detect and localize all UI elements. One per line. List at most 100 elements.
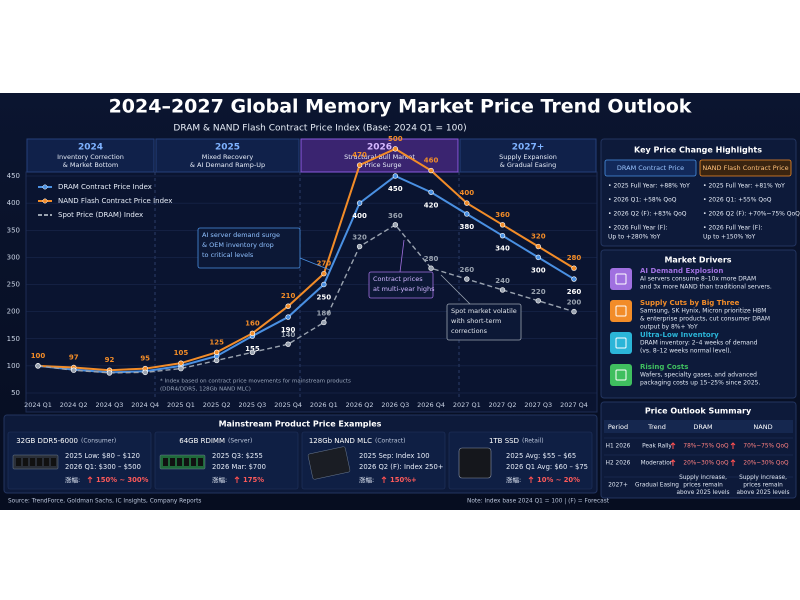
- driver-text: & enterprise products, cut consumer DRAM: [640, 316, 770, 323]
- product-price: 2026 Q1 Avg: $60 – $75: [506, 463, 588, 471]
- product-change-label: 涨幅:: [65, 475, 80, 484]
- phase-year: 2024: [78, 143, 103, 153]
- legend-label: Spot Price (DRAM) Index: [58, 211, 143, 219]
- table-cell: Moderation: [641, 461, 674, 467]
- x-tick-label: 2025 Q1: [167, 401, 195, 409]
- phase-label: Inventory Correction: [57, 153, 124, 161]
- highlight-item: • 2026 Q2 (F): +83% QoQ: [608, 211, 687, 218]
- product-tag: (Consumer): [81, 438, 116, 445]
- driver-text: and 3x more NAND than traditional server…: [640, 284, 772, 291]
- driver-icon-glyph: [615, 305, 627, 317]
- data-point: [285, 341, 291, 347]
- x-tick-label: 2027 Q1: [453, 401, 481, 409]
- data-label: 97: [69, 354, 79, 362]
- data-point: [249, 349, 256, 356]
- footnote: (DDR4/DDR5, 128Gb NAND MLC): [160, 387, 251, 393]
- table-cell: H2 2026: [606, 461, 631, 467]
- data-point: [356, 243, 363, 250]
- product-tag: (Server): [228, 438, 252, 445]
- data-point: [571, 276, 577, 282]
- driver-text: output by 8%+ YoY: [640, 324, 698, 331]
- data-point: [321, 270, 327, 277]
- data-point: [499, 287, 506, 293]
- driver-icon: [610, 332, 632, 354]
- table-cell: Peak Rally: [642, 444, 672, 450]
- data-point: [392, 146, 399, 152]
- highlight-item: • 2026 Q1: +58% QoQ: [608, 197, 677, 204]
- data-label: 400: [352, 212, 367, 220]
- table-cell: 2027+: [608, 483, 628, 489]
- product-icon-chip: [23, 458, 28, 466]
- product-icon: [307, 446, 351, 480]
- annotation-box: [446, 303, 522, 341]
- data-point: [392, 173, 399, 179]
- data-point: [142, 369, 148, 376]
- table-header: NAND: [753, 423, 772, 431]
- data-point: [464, 200, 470, 206]
- annotation-arrow: [440, 274, 471, 305]
- data-label: 500: [388, 135, 403, 143]
- title: 2024–2027 Global Memory Market Price Tre…: [109, 96, 692, 118]
- product-tag: (Retail): [522, 438, 544, 445]
- data-label: 240: [495, 277, 510, 285]
- data-point: [356, 162, 363, 168]
- data-point: [35, 363, 41, 369]
- highlight-item: • 2026 Q1: +55% QoQ: [703, 197, 772, 204]
- data-label: 360: [388, 212, 403, 220]
- x-tick-label: 2024 Q3: [96, 401, 124, 409]
- highlight-item: • 2026 Full Year (F):: [703, 225, 763, 232]
- product-icon-chip: [51, 458, 56, 466]
- table-cell: 20%~30% QoQ: [743, 461, 789, 467]
- product-card: [154, 431, 299, 490]
- driver-text: Samsung, SK Hynix, Micron prioritize HBM: [640, 308, 766, 315]
- annotation-text: Contract prices: [373, 275, 423, 283]
- phase-box: [459, 138, 597, 173]
- product-price: 2025 Sep: Index 100: [359, 452, 430, 460]
- data-label: 320: [352, 234, 367, 242]
- data-point: [178, 360, 184, 366]
- product-price: 2025 Low: $80 – $120: [65, 452, 140, 460]
- data-label: 340: [495, 245, 510, 253]
- panel-title: Mainstream Product Price Examples: [219, 420, 382, 429]
- data-label: 420: [424, 201, 439, 209]
- product-icon-chip: [30, 458, 35, 466]
- product-icon-chip: [184, 458, 189, 466]
- highlight-item: • 2025 Full Year: +88% YoY: [608, 183, 690, 190]
- product-icon-chip: [198, 458, 203, 466]
- data-point: [71, 367, 77, 373]
- footer-note: Note: Index base 2024 Q1 = 100 | (F) = F…: [467, 499, 610, 505]
- data-label: 92: [105, 356, 115, 364]
- data-point: [571, 308, 577, 315]
- product-icon: [458, 447, 492, 479]
- data-label: 460: [424, 157, 439, 165]
- data-point: [499, 232, 506, 239]
- data-point: [571, 265, 577, 271]
- series-line: [37, 223, 575, 374]
- y-tick-label: 150: [7, 335, 20, 343]
- table-cell: Gradual Easing: [635, 483, 679, 489]
- footnote: * Index based on contract price movement…: [160, 379, 351, 385]
- product-tag: (Contract): [375, 438, 406, 445]
- table-header: DRAM: [693, 423, 712, 431]
- driver-text: packaging costs up 15–25% since 2025.: [640, 380, 760, 387]
- y-tick-label: 300: [7, 253, 20, 261]
- product-change: 150%+: [390, 476, 417, 484]
- highlight-item: Up to +280% YoY: [608, 234, 661, 241]
- y-tick-label: 450: [7, 172, 20, 180]
- highlight-item: • 2026 Q2 (F): +70%~75% QoQ: [703, 211, 800, 218]
- phase-label: & Market Bottom: [63, 161, 118, 169]
- column-title: DRAM Contract Price: [617, 164, 684, 172]
- y-tick-label: 100: [7, 362, 20, 370]
- data-label: 190: [281, 326, 296, 334]
- product-name: 64GB RDIMM: [179, 437, 225, 445]
- x-tick-label: 2024 Q4: [131, 401, 159, 409]
- product-change-label: 涨幅:: [359, 475, 374, 484]
- table-cell: Supply increase,: [679, 475, 727, 481]
- annotation-text: at multi-year highs: [373, 285, 435, 293]
- footer-source: Source: TrendForce, Goldman Sachs, IC In…: [8, 499, 201, 505]
- phase-label: & Price Surge: [358, 161, 402, 169]
- x-tick-label: 2027 Q4: [560, 401, 588, 409]
- annotation-text: AI server demand surge: [202, 231, 280, 239]
- driver-icon-glyph: [615, 337, 627, 349]
- data-point: [535, 298, 541, 304]
